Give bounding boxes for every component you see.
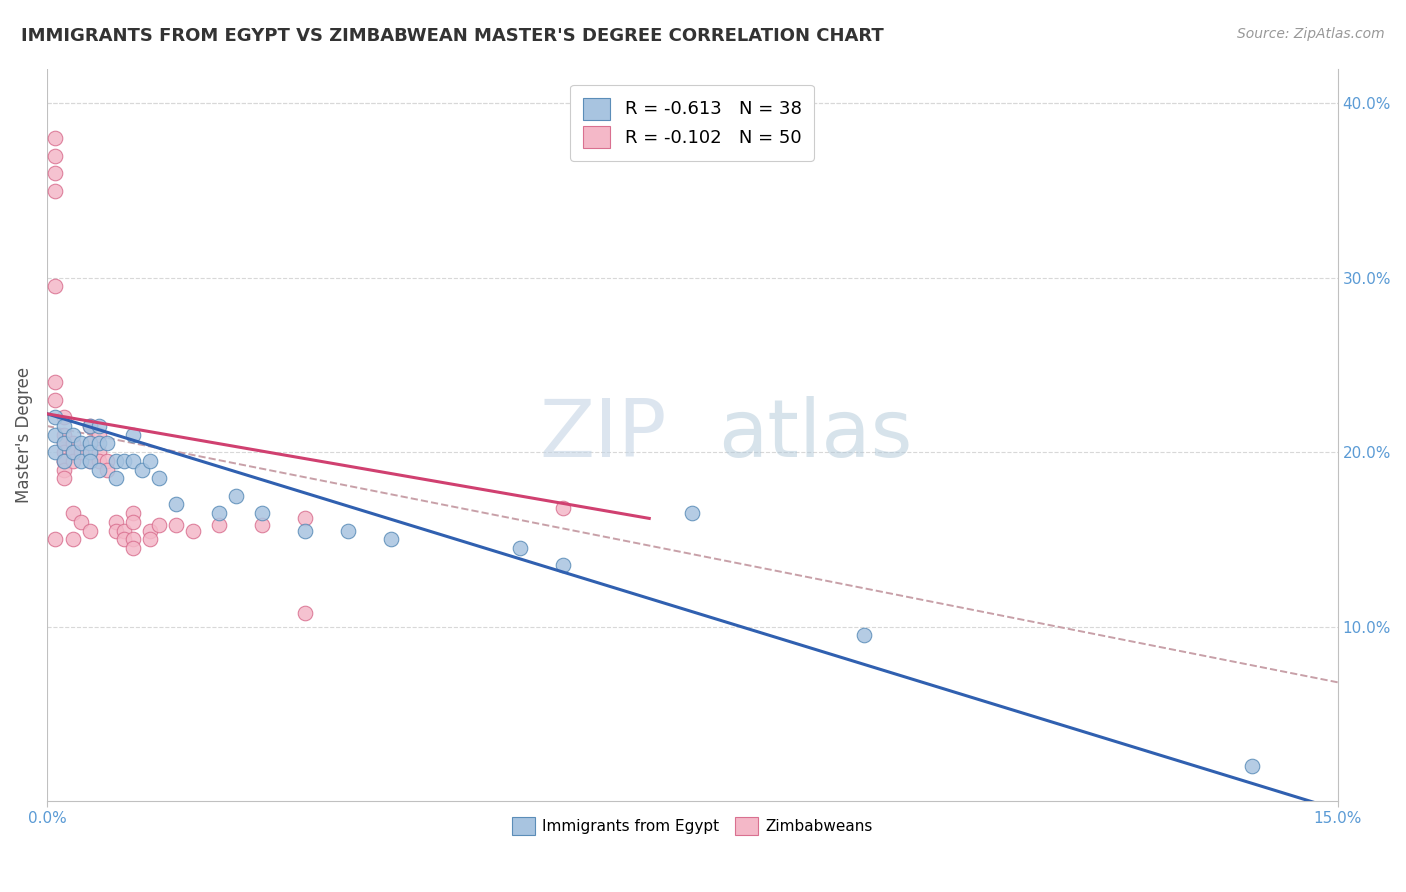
Point — [44, 131, 66, 145]
Point — [62, 436, 84, 450]
Point — [139, 524, 162, 538]
Point — [70, 436, 93, 450]
Point — [104, 515, 127, 529]
Point — [79, 454, 101, 468]
Point — [853, 628, 876, 642]
Point — [53, 445, 76, 459]
Point — [681, 506, 703, 520]
Point — [112, 533, 135, 547]
Point — [181, 524, 204, 538]
Point — [208, 506, 231, 520]
Point — [62, 506, 84, 520]
Text: IMMIGRANTS FROM EGYPT VS ZIMBABWEAN MASTER'S DEGREE CORRELATION CHART: IMMIGRANTS FROM EGYPT VS ZIMBABWEAN MAST… — [21, 27, 884, 45]
Point — [87, 419, 110, 434]
Point — [337, 524, 360, 538]
Point — [294, 606, 316, 620]
Point — [53, 410, 76, 425]
Point — [165, 518, 187, 533]
Point — [53, 454, 76, 468]
Point — [509, 541, 531, 555]
Point — [139, 533, 162, 547]
Point — [62, 454, 84, 468]
Point — [96, 454, 118, 468]
Point — [70, 515, 93, 529]
Point — [44, 427, 66, 442]
Point — [294, 524, 316, 538]
Text: atlas: atlas — [718, 396, 912, 474]
Point — [122, 541, 145, 555]
Point — [1240, 759, 1263, 773]
Point — [104, 454, 127, 468]
Point — [53, 436, 76, 450]
Point — [87, 462, 110, 476]
Point — [44, 376, 66, 390]
Point — [53, 454, 76, 468]
Point — [131, 462, 153, 476]
Point — [70, 445, 93, 459]
Point — [79, 419, 101, 434]
Point — [44, 410, 66, 425]
Text: ZIP: ZIP — [538, 396, 666, 474]
Point — [165, 498, 187, 512]
Point — [553, 558, 575, 573]
Point — [139, 454, 162, 468]
Point — [148, 518, 170, 533]
Point — [44, 149, 66, 163]
Point — [122, 427, 145, 442]
Point — [87, 436, 110, 450]
Point — [250, 518, 273, 533]
Point — [208, 518, 231, 533]
Point — [87, 427, 110, 442]
Point — [87, 454, 110, 468]
Point — [44, 533, 66, 547]
Point — [62, 445, 84, 459]
Point — [112, 454, 135, 468]
Point — [122, 515, 145, 529]
Point — [79, 445, 101, 459]
Point — [96, 436, 118, 450]
Point — [122, 454, 145, 468]
Point — [104, 524, 127, 538]
Point — [53, 419, 76, 434]
Point — [79, 454, 101, 468]
Point — [380, 533, 402, 547]
Point — [112, 524, 135, 538]
Point — [44, 166, 66, 180]
Point — [122, 533, 145, 547]
Point — [53, 454, 76, 468]
Text: Source: ZipAtlas.com: Source: ZipAtlas.com — [1237, 27, 1385, 41]
Point — [225, 489, 247, 503]
Point — [62, 427, 84, 442]
Point — [70, 454, 93, 468]
Point — [62, 445, 84, 459]
Point — [44, 392, 66, 407]
Y-axis label: Master's Degree: Master's Degree — [15, 367, 32, 503]
Legend: Immigrants from Egypt, Zimbabweans: Immigrants from Egypt, Zimbabweans — [503, 807, 882, 845]
Point — [79, 436, 101, 450]
Point — [553, 500, 575, 515]
Point — [79, 419, 101, 434]
Point — [79, 436, 101, 450]
Point — [294, 511, 316, 525]
Point — [87, 445, 110, 459]
Point — [53, 471, 76, 485]
Point — [148, 471, 170, 485]
Point — [44, 279, 66, 293]
Point — [96, 462, 118, 476]
Point — [250, 506, 273, 520]
Point — [44, 184, 66, 198]
Point — [44, 445, 66, 459]
Point — [79, 524, 101, 538]
Point — [53, 462, 76, 476]
Point — [62, 533, 84, 547]
Point — [104, 471, 127, 485]
Point — [53, 436, 76, 450]
Point — [122, 506, 145, 520]
Point — [53, 427, 76, 442]
